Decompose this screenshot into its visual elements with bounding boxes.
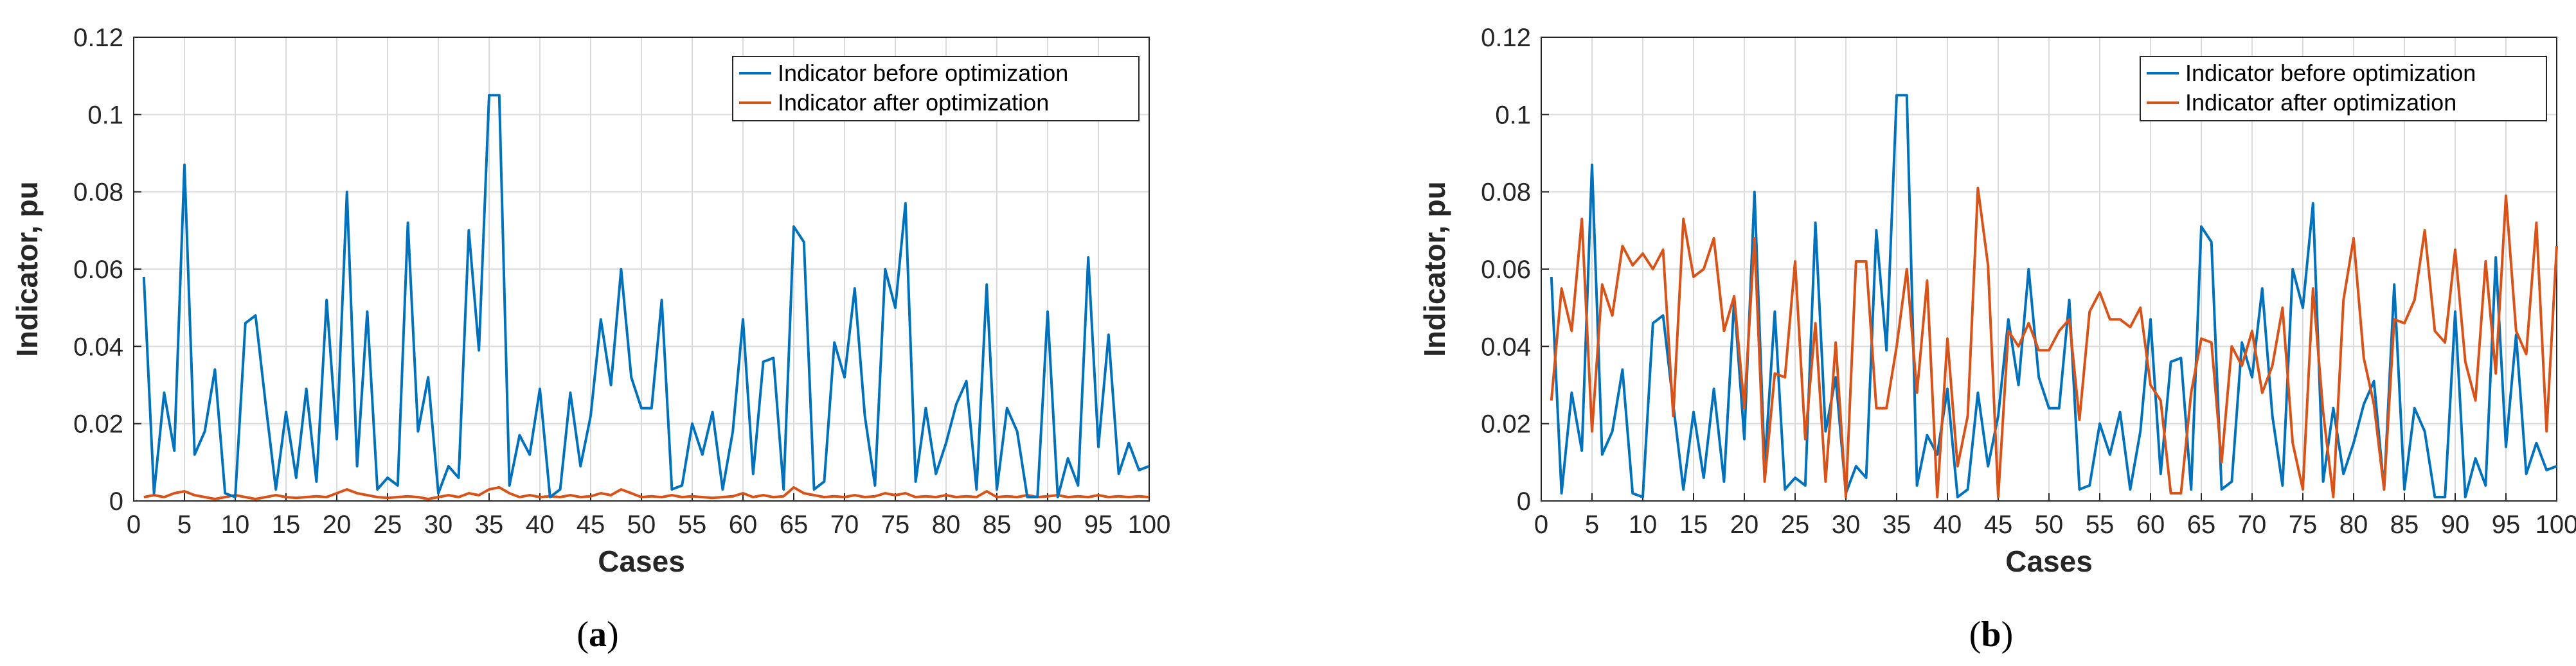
x-axis-ticks: 0 5 10 15 20 25 30 35 40 45 50 55 60 65 70 75 80 85 90 95 10… (127, 493, 1171, 539)
x-tick-label: 55 (2086, 511, 2115, 539)
y-tick-label: 0.12 (73, 24, 123, 52)
y-tick-label: 0.06 (1481, 256, 1531, 284)
y-axis-label: Indicator, pu (10, 181, 44, 356)
x-tick-label: 30 (424, 511, 453, 539)
x-tick-label: 80 (932, 511, 961, 539)
y-tick-label: 0.08 (73, 179, 123, 207)
x-tick-label: 35 (1883, 511, 1911, 539)
x-tick-label: 65 (780, 511, 809, 539)
x-tick-label: 50 (627, 511, 656, 539)
chart-panel-b: 0 0.02 0.04 0.06 0.08 0.1 0.12 0 5 10 15 20 25 30 35 4… (1418, 24, 2576, 654)
x-tick-label: 5 (1585, 511, 1599, 539)
y-tick-label: 0.02 (1481, 410, 1531, 439)
series-line-after-optimization (143, 486, 1150, 500)
x-tick-label: 15 (272, 511, 301, 539)
panel-label-b: (b) (1969, 615, 2013, 654)
y-axis-ticks: 0 0.02 0.04 0.06 0.08 0.1 0.12 (73, 24, 141, 516)
series-line-before-optimization (142, 94, 1150, 498)
y-tick-label: 0.1 (87, 101, 123, 129)
y-axis-label: Indicator, pu (1418, 181, 1451, 356)
x-tick-label: 75 (2289, 511, 2318, 539)
x-tick-label: 0 (127, 511, 141, 539)
x-tick-label: 85 (983, 511, 1012, 539)
x-tick-label: 30 (1832, 511, 1861, 539)
x-tick-label: 25 (1781, 511, 1810, 539)
legend-entry-after: Indicator after optimization (778, 89, 1049, 116)
y-tick-label: 0.12 (1481, 24, 1531, 52)
x-tick-label: 95 (1084, 511, 1113, 539)
y-tick-label: 0 (1517, 487, 1531, 516)
series-lines (142, 94, 1150, 500)
x-tick-label: 5 (177, 511, 192, 539)
panel-label-a: (a) (577, 615, 618, 654)
x-tick-label: 15 (1679, 511, 1708, 539)
y-tick-label: 0.04 (1481, 333, 1531, 361)
y-tick-label: 0.06 (73, 256, 123, 284)
x-tick-label: 70 (2238, 511, 2267, 539)
legend-box (732, 56, 1140, 121)
x-tick-label: 40 (526, 511, 555, 539)
x-tick-label: 10 (1629, 511, 1658, 539)
x-tick-label: 60 (729, 511, 758, 539)
x-tick-label: 100 (2536, 511, 2576, 539)
y-tick-label: 0.1 (1495, 101, 1531, 129)
x-tick-label: 60 (2136, 511, 2165, 539)
y-axis-ticks: 0 0.02 0.04 0.06 0.08 0.1 0.12 (1481, 24, 1549, 516)
legend-entry-before: Indicator before optimization (2185, 60, 2476, 86)
panel-label-letter: a (589, 615, 607, 654)
x-tick-label: 25 (373, 511, 402, 539)
x-tick-label: 90 (2441, 511, 2470, 539)
x-axis-label: Cases (2005, 545, 2093, 578)
legend-entry-after: Indicator after optimization (2185, 89, 2456, 116)
x-tick-label: 50 (2035, 511, 2064, 539)
x-tick-label: 35 (475, 511, 504, 539)
x-tick-label: 70 (830, 511, 859, 539)
y-tick-label: 0.02 (73, 410, 123, 439)
x-tick-label: 20 (323, 511, 352, 539)
x-tick-label: 45 (1984, 511, 2013, 539)
series-line-before-optimization (1550, 94, 2557, 498)
x-tick-label: 80 (2339, 511, 2368, 539)
x-axis-label: Cases (598, 545, 685, 578)
x-tick-label: 100 (1128, 511, 1171, 539)
y-tick-label: 0.08 (1481, 179, 1531, 207)
y-tick-label: 0 (109, 487, 123, 516)
x-tick-label: 90 (1033, 511, 1062, 539)
x-tick-label: 0 (1534, 511, 1548, 539)
legend-entry-before: Indicator before optimization (778, 60, 1068, 86)
x-axis-ticks: 0 5 10 15 20 25 30 35 40 45 50 55 60 65 70 75 80 85 90 95 10… (1534, 493, 2576, 539)
legend-box (2140, 56, 2547, 121)
x-tick-label: 45 (577, 511, 605, 539)
series-lines (1550, 94, 2558, 498)
y-tick-label: 0.04 (73, 333, 123, 361)
panel-label-letter: b (1981, 615, 2001, 654)
x-tick-label: 95 (2492, 511, 2521, 539)
x-tick-label: 55 (678, 511, 707, 539)
legend: Indicator before optimization Indicator … (2140, 56, 2547, 121)
series-line-after-optimization (1550, 186, 2558, 498)
x-tick-label: 40 (1933, 511, 1962, 539)
x-tick-label: 20 (1730, 511, 1759, 539)
x-tick-label: 10 (221, 511, 250, 539)
x-tick-label: 75 (881, 511, 910, 539)
legend: Indicator before optimization Indicator … (732, 56, 1140, 121)
chart-panel-a: 0 0.02 0.04 0.06 0.08 0.1 0.12 0 5 10 15 20 25 30 35 4… (10, 24, 1170, 654)
x-tick-label: 85 (2390, 511, 2419, 539)
x-tick-label: 65 (2187, 511, 2216, 539)
